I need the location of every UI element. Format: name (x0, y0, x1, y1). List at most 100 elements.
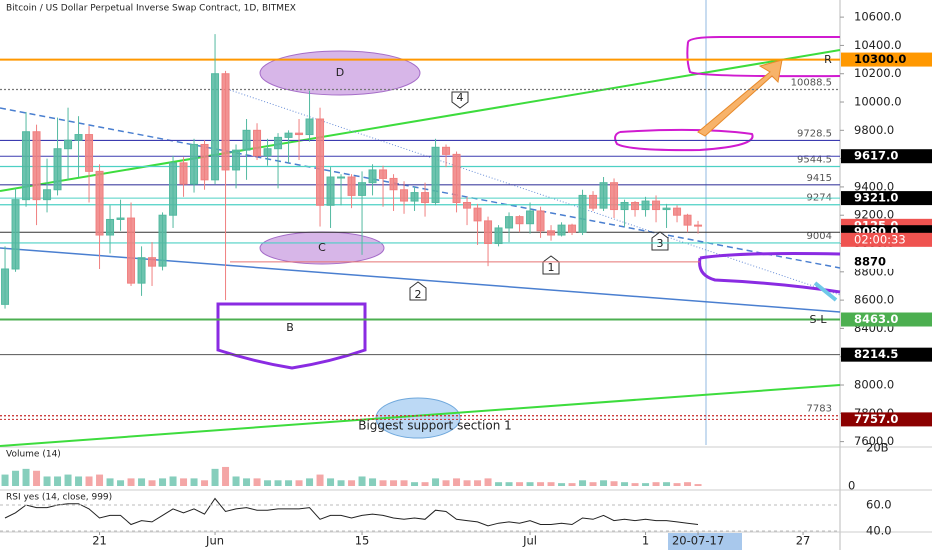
annotation: S-L (809, 313, 827, 326)
candle-body (158, 214, 167, 267)
volume-bar (358, 476, 366, 486)
candle-body (232, 149, 241, 171)
volume-bar (22, 468, 30, 486)
volume-bar (337, 480, 345, 486)
candle-body (505, 216, 514, 229)
candle-body (473, 207, 482, 222)
volume-bar (201, 480, 209, 486)
volume-bar (621, 482, 629, 486)
level-label: 10088.5 (791, 77, 832, 88)
candle-body (683, 214, 692, 226)
price-label-box (841, 149, 932, 164)
volume-bar (169, 476, 177, 486)
y-tick-label: 9400.0 (854, 179, 894, 193)
volume-bar (243, 478, 251, 486)
price-label: 9321.0 (854, 191, 898, 205)
annotation: Biggest support section 1 (358, 419, 512, 433)
candle-body (95, 170, 104, 236)
volume-bar (505, 482, 513, 486)
level-label: 9544.5 (797, 154, 832, 165)
candle-body (274, 136, 283, 150)
level-label: 9415 (807, 173, 832, 184)
volume-bar (474, 480, 482, 486)
y-tick-label: 60.0 (866, 497, 892, 511)
annotation: B (286, 321, 294, 334)
candle-body (673, 207, 682, 216)
level-label: 9728.5 (797, 128, 832, 139)
chart-title: Bitcoin / US Dollar Perpetual Inverse Sw… (6, 4, 296, 14)
annotation: C (318, 241, 326, 254)
price-label: 8463.0 (854, 312, 898, 326)
annotation: 1 (548, 261, 555, 274)
candle-body (221, 73, 230, 171)
callout (451, 91, 469, 109)
volume-bar (484, 478, 492, 486)
volume-bar (610, 481, 618, 486)
candle-body (11, 199, 20, 270)
volume-bar (33, 470, 41, 486)
price-label-box (841, 191, 932, 206)
volume-bar (274, 480, 282, 486)
volume-bar (54, 476, 62, 486)
volume-bar (453, 478, 461, 486)
candle-body (43, 189, 52, 201)
candle-body (631, 201, 640, 211)
candle-body (578, 194, 587, 233)
volume-bar (222, 466, 230, 486)
candle-body (641, 200, 650, 211)
zone-d (259, 50, 421, 96)
volume-bar (306, 478, 314, 486)
volume-bar (285, 480, 293, 486)
y-tick-label: 40.0 (866, 523, 892, 537)
callout (651, 231, 669, 251)
price-label: 8214.5 (854, 347, 898, 361)
panel-title: Volume (14) (6, 450, 61, 460)
y-tick-label: 10000.0 (854, 95, 902, 109)
price-label-box (841, 347, 932, 362)
callout (542, 255, 560, 275)
candle-body (53, 148, 62, 191)
price-label-box (841, 52, 932, 67)
candle-body (536, 210, 545, 232)
candle-body (484, 220, 493, 245)
volume-bar (589, 482, 597, 486)
volume-bar (159, 478, 167, 486)
y-tick-label: 8000.0 (854, 378, 894, 392)
volume-bar (64, 474, 72, 486)
price-label: 8870 (854, 254, 886, 268)
x-tick-label: 1 (642, 534, 649, 548)
volume-bar (1, 474, 9, 486)
y-tick-label: 10400.0 (854, 38, 902, 52)
trendline (229, 89, 841, 296)
candle-body (22, 131, 31, 201)
volume-bar (600, 480, 608, 486)
volume-bar (348, 480, 356, 486)
volume-bar (442, 480, 450, 486)
volume-bar (421, 482, 429, 486)
volume-bar (117, 480, 125, 486)
zone (698, 252, 841, 294)
arrow (813, 281, 838, 302)
candle-body (148, 257, 157, 267)
rsi-line (4, 497, 699, 527)
volume-bar (516, 482, 524, 486)
candle-body (347, 176, 356, 196)
volume-bar (652, 482, 660, 486)
candle-body (599, 182, 608, 209)
candle-body (463, 201, 472, 209)
volume-bar (190, 478, 198, 486)
volume-bar (43, 476, 51, 486)
volume-bar (211, 468, 219, 486)
candle-body (284, 132, 293, 138)
candle-body (652, 200, 661, 211)
y-tick-label: 10600.0 (854, 10, 902, 24)
annotation: R (824, 53, 832, 66)
volume-bar (138, 478, 146, 486)
candle-body (190, 143, 199, 185)
candle-body (662, 207, 671, 211)
x-tick-label: Jun (205, 534, 224, 548)
candle-body (305, 118, 314, 136)
candle-body (557, 224, 566, 236)
volume-bar (631, 483, 639, 486)
price-label: 9617.0 (854, 149, 898, 163)
